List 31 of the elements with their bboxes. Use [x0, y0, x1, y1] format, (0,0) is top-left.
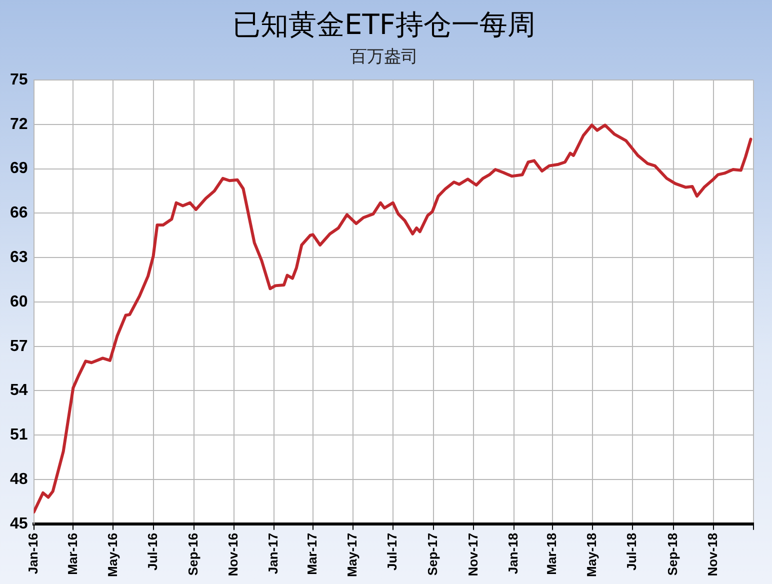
y-tick-label: 69 — [10, 160, 28, 178]
chart-title: 已知黄金ETF持仓一每周 — [232, 8, 536, 42]
y-tick-label: 60 — [10, 293, 28, 310]
x-tick-label: Nov-18 — [704, 532, 720, 576]
y-tick-label: 75 — [10, 71, 28, 88]
x-tick-label: Nov-16 — [226, 532, 241, 576]
chart-subtitle: 百万盎司 — [350, 47, 418, 68]
x-tick-label: Jan-17 — [266, 532, 281, 574]
y-tick-label: 51 — [10, 426, 28, 444]
y-tick-label: 48 — [10, 470, 28, 488]
x-tick-label: Nov-17 — [465, 532, 480, 576]
x-tick-label: May-16 — [104, 532, 120, 577]
x-tick-label: Sep-18 — [664, 532, 680, 576]
x-tick-label: Jan-16 — [25, 532, 40, 574]
y-tick-label: 45 — [10, 515, 28, 532]
x-tick-label: Mar-16 — [64, 532, 80, 575]
y-tick-label: 57 — [10, 338, 28, 355]
x-tick-label: Sep-17 — [425, 532, 440, 576]
x-tick-label: May-17 — [344, 532, 360, 577]
x-tick-label: Jul-16 — [144, 532, 160, 570]
y-tick-label: 54 — [10, 382, 28, 400]
y-tick-label: 66 — [10, 204, 28, 222]
x-tick-label: Jan-18 — [505, 532, 520, 574]
x-tick-label: Mar-18 — [544, 532, 560, 575]
y-tick-label: 63 — [10, 248, 28, 266]
x-tick-label: Mar-17 — [304, 532, 320, 575]
x-tick-label: Jul-17 — [384, 532, 400, 570]
y-tick-label: 72 — [10, 116, 28, 133]
x-tick-label: Jul-18 — [624, 532, 640, 570]
x-tick-label: May-18 — [584, 532, 600, 577]
x-tick-label: Sep-16 — [186, 532, 201, 576]
